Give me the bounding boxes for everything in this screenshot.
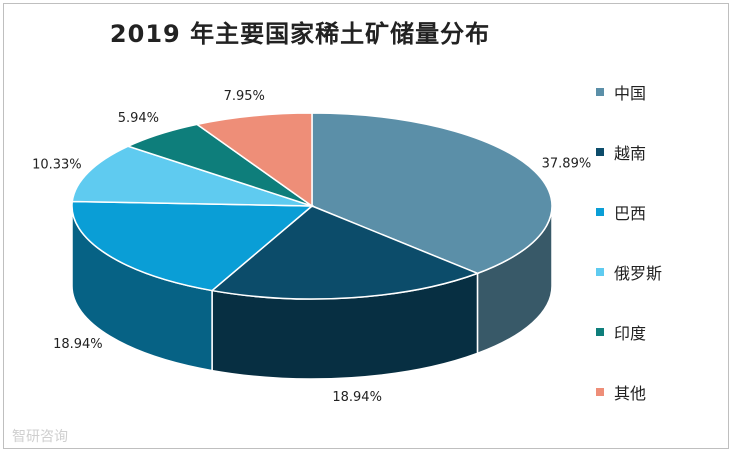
legend-swatch [596,88,604,96]
legend-label: 俄罗斯 [614,264,663,283]
legend-label: 印度 [614,324,647,343]
pie-sides [71,205,553,380]
legend-swatch [596,148,604,156]
pie-slice-1 [210,205,480,300]
legend-swatch [596,208,604,216]
legend-label: 巴西 [614,204,647,223]
pie-slice-3 [71,145,313,207]
data-label-5: 7.95% [224,89,265,104]
legend-label: 越南 [614,144,647,163]
legend-swatch [596,388,604,396]
pie-slice-0 [311,112,553,275]
legend-label: 其他 [614,384,647,403]
data-label-3: 10.33% [32,157,82,172]
data-label-2: 18.94% [53,337,103,352]
data-label-0: 37.89% [542,157,592,172]
pie-slices [71,112,553,300]
pie-slice-5 [195,112,313,208]
watermark: 智研咨询 [12,429,68,445]
pie-slice-2 [71,200,315,292]
pie-data-labels: 37.89% 18.94% 18.94% 10.33% 5.94% 7.95% [32,89,591,405]
legend-label: 中国 [614,84,647,103]
legend-swatch [596,328,604,336]
data-label-1: 18.94% [332,390,382,405]
data-label-4: 5.94% [118,111,159,126]
legend-swatch [596,268,604,276]
chart-title: 2019 年主要国家稀土矿储量分布 [109,20,491,48]
